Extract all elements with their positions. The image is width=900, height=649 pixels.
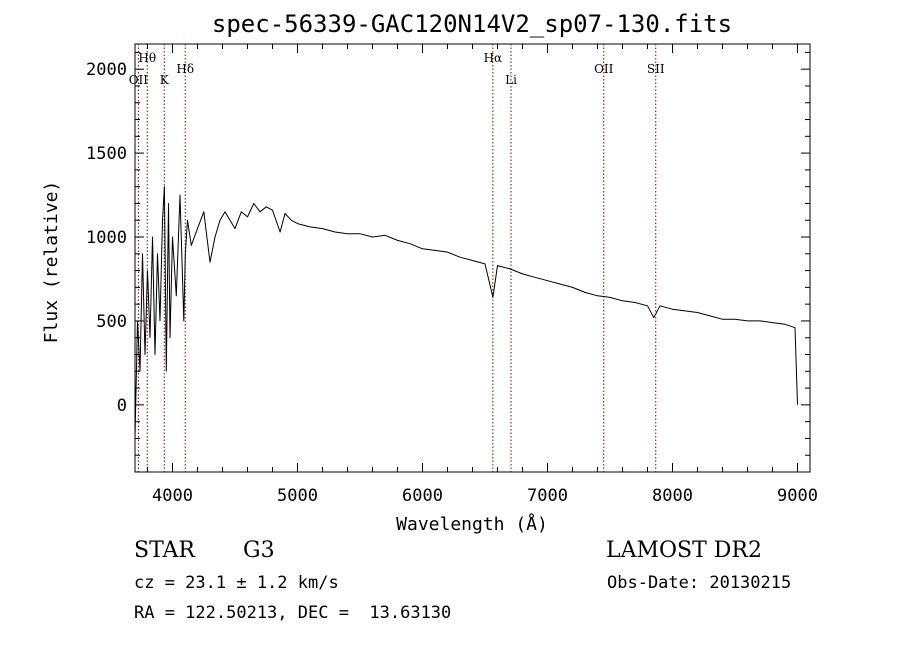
x-tick-label: 7000: [527, 486, 568, 506]
y-tick-label: 0: [117, 396, 127, 416]
plot-border: [134, 43, 811, 473]
coordinates-text: RA = 122.50213, DEC = 13.63130: [134, 603, 452, 623]
y-tick-label: 2000: [86, 60, 127, 80]
spectrum-line: [134, 186, 798, 439]
plot-frame: [134, 43, 811, 473]
line-marker-label: OII: [594, 62, 614, 76]
redshift-text: cz = 23.1 ± 1.2 km/s: [134, 573, 339, 593]
x-tick-label: 5000: [277, 486, 318, 506]
line-marker-label: Hα: [484, 51, 503, 65]
x-axis-label: Wavelength (Å): [396, 513, 548, 535]
spectrum-series: [134, 186, 798, 439]
obs-date-text: Obs-Date: 20130215: [607, 573, 792, 593]
object-class: STAR: [134, 538, 195, 563]
line-marker-label: K: [160, 73, 170, 87]
survey-name: LAMOST DR2: [606, 538, 762, 563]
chart-title: spec-56339-GAC120N14V2_sp07-130.fits: [212, 10, 732, 38]
object-subclass: G3: [243, 538, 275, 563]
y-axis-label: Flux (relative): [41, 181, 62, 344]
line-marker-label: OII: [129, 73, 149, 87]
x-axis-ticks: 4000 5000 6000 7000 8000 9000: [147, 44, 818, 506]
line-marker-label: Li: [505, 73, 517, 87]
line-marker-label: SII: [647, 62, 665, 76]
x-tick-label: 8000: [652, 486, 693, 506]
line-marker-label: Hδ: [176, 62, 194, 76]
y-tick-label: 500: [96, 312, 127, 332]
x-tick-label: 4000: [152, 486, 193, 506]
x-tick-label: 6000: [402, 486, 443, 506]
y-tick-label: 1500: [86, 144, 127, 164]
y-tick-label: 1000: [86, 228, 127, 248]
x-tick-label: 9000: [777, 486, 818, 506]
line-marker-label: Hθ: [138, 51, 156, 65]
y-axis-ticks: 0 500 1000 1500 2000: [86, 51, 810, 473]
